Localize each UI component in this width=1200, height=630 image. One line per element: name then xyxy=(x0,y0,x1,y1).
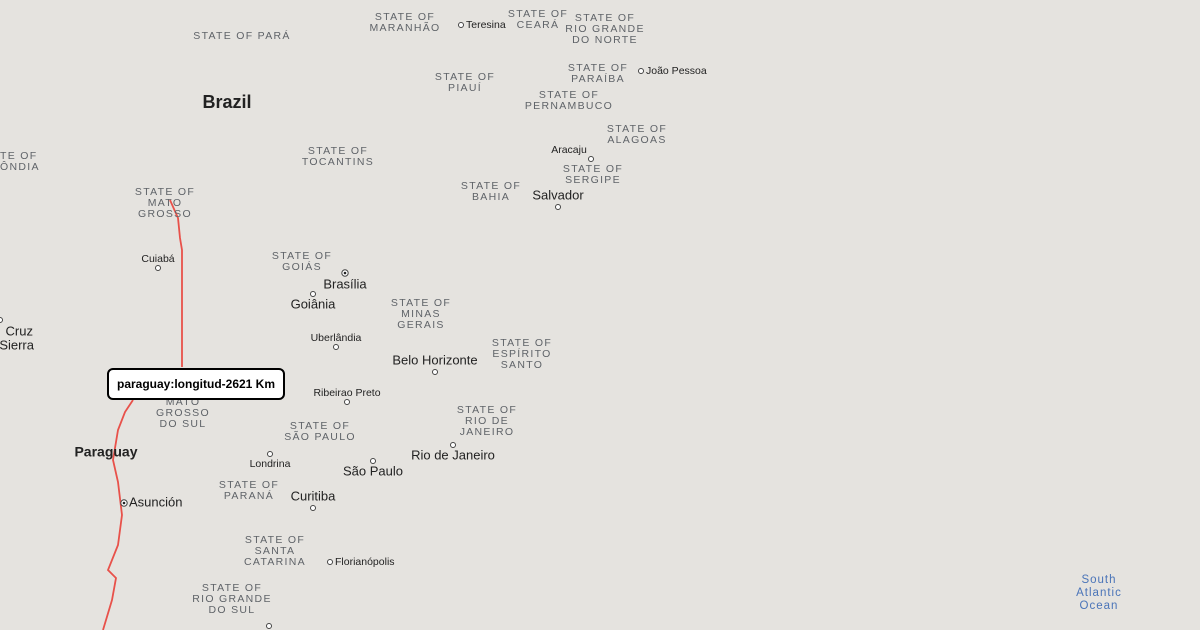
city-label: Rio de Janeiro xyxy=(411,447,495,462)
city-marker xyxy=(370,458,376,464)
state-label: GOIÁS xyxy=(282,260,322,273)
state-label: GERAIS xyxy=(397,319,444,331)
state-label: PARAÍBA xyxy=(571,72,625,85)
state-label: STATE OF xyxy=(539,89,599,101)
capital-dot xyxy=(343,271,347,275)
city-marker xyxy=(555,204,561,210)
city-marker xyxy=(333,344,339,350)
tooltip: paraguay:longitud-2621 Km xyxy=(107,368,285,400)
city-label: Goiânia xyxy=(291,296,337,311)
city-marker xyxy=(450,442,456,448)
city-marker xyxy=(344,399,350,405)
city-label: Londrina xyxy=(250,458,291,470)
city-label: João Pessoa xyxy=(646,65,707,77)
state-label: STATE OF xyxy=(219,479,279,491)
city-marker xyxy=(458,22,464,28)
city-label: Cuiabá xyxy=(141,253,174,265)
city-label: Ribeirao Preto xyxy=(313,387,380,399)
capital-dot xyxy=(122,501,126,505)
state-label: TE OF xyxy=(0,150,37,162)
state-label: STATE OF xyxy=(563,163,623,175)
state-label: BAHIA xyxy=(472,191,510,203)
city-marker xyxy=(327,559,333,565)
state-label: SANTO xyxy=(501,359,543,371)
route-line xyxy=(102,399,134,630)
state-label: GROSSO xyxy=(138,208,192,220)
state-label: RIO GRANDE xyxy=(565,23,645,35)
state-label: STATE OF xyxy=(290,420,350,432)
state-label: ÔNDIA xyxy=(0,160,40,173)
state-label: STATE OF xyxy=(272,250,332,262)
city-label: Aracaju xyxy=(551,144,587,156)
city-label: Teresina xyxy=(466,19,506,31)
state-label: SANTA xyxy=(255,545,296,557)
state-label: STATE OF xyxy=(375,11,435,23)
city-label: Curitiba xyxy=(291,488,337,503)
state-label: DO SUL xyxy=(160,418,207,430)
state-label: STATE OF xyxy=(461,180,521,192)
state-label: STATE OF xyxy=(457,404,517,416)
city-label: Uberlândia xyxy=(311,332,362,344)
state-label: PARANÁ xyxy=(224,489,274,502)
state-label: GROSSO xyxy=(156,407,210,419)
ocean-label: Atlantic xyxy=(1076,587,1122,599)
city-label: Florianópolis xyxy=(335,556,395,568)
state-label: STATE OF xyxy=(435,71,495,83)
state-label: PERNAMBUCO xyxy=(525,100,613,112)
city-label: Belo Horizonte xyxy=(392,352,477,367)
state-label: MINAS xyxy=(401,308,441,320)
state-label: STATE OF xyxy=(308,145,368,157)
city-label: Salvador xyxy=(532,187,584,202)
state-label: RIO DE xyxy=(465,415,509,427)
state-label: DO NORTE xyxy=(572,34,638,46)
state-label: PIAUÍ xyxy=(448,81,482,94)
state-label: STATE OF xyxy=(607,123,667,135)
city-marker xyxy=(266,623,272,629)
state-label: SÃO PAULO xyxy=(284,430,356,443)
city-marker xyxy=(588,156,594,162)
city-marker xyxy=(432,369,438,375)
state-label: STATE OF xyxy=(391,297,451,309)
state-label: TOCANTINS xyxy=(302,156,374,168)
city-marker xyxy=(155,265,161,271)
ocean-label: South xyxy=(1081,574,1116,586)
state-label: CATARINA xyxy=(244,556,306,568)
state-label: STATE OF xyxy=(135,186,195,198)
state-label: ALAGOAS xyxy=(607,134,666,146)
state-label: STATE OF xyxy=(508,8,568,20)
state-label: STATE OF xyxy=(575,12,635,24)
state-label: SERGIPE xyxy=(565,174,621,186)
country-label: Brazil xyxy=(202,92,251,112)
state-label: CEARÁ xyxy=(517,18,560,31)
city-label: Sierra xyxy=(0,337,35,352)
state-label: STATE OF xyxy=(492,337,552,349)
city-label: Cruz xyxy=(6,323,33,338)
city-marker xyxy=(267,451,273,457)
country-label: Paraguay xyxy=(74,444,137,460)
state-label: MARANHÃO xyxy=(369,21,440,34)
city-label: Brasília xyxy=(323,276,367,291)
city-marker xyxy=(0,317,3,323)
state-label: ESPÍRITO xyxy=(492,347,551,360)
city-marker xyxy=(310,291,316,297)
city-label: São Paulo xyxy=(343,463,403,478)
state-label: MATO xyxy=(148,197,183,209)
state-label: JANEIRO xyxy=(460,426,515,438)
state-label: STATE OF PARÁ xyxy=(193,29,290,42)
city-marker xyxy=(638,68,644,74)
city-marker xyxy=(310,505,316,511)
city-label: Asunción xyxy=(129,494,182,509)
state-label: STATE OF xyxy=(202,582,262,594)
state-label: RIO GRANDE xyxy=(192,593,272,605)
route-line xyxy=(169,199,183,367)
state-label: STATE OF xyxy=(568,62,628,74)
state-label: STATE OF xyxy=(245,534,305,546)
ocean-label: Ocean xyxy=(1080,600,1119,612)
state-label: DO SUL xyxy=(209,604,256,616)
